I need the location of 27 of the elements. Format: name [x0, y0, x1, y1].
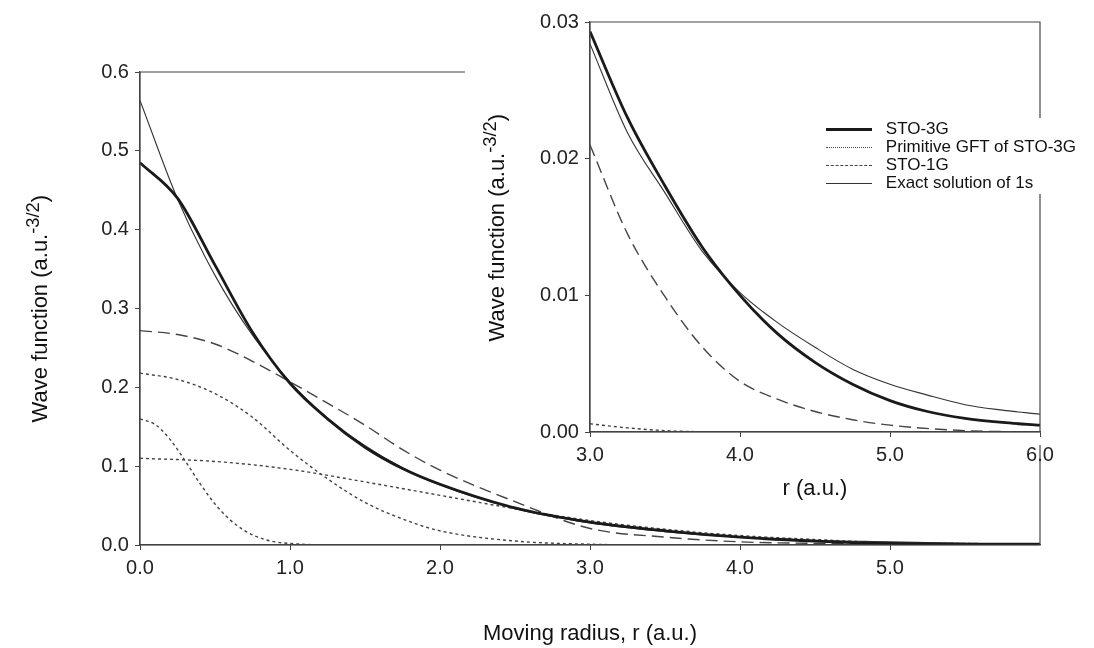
y-tick-label: 0.0 — [101, 532, 129, 555]
legend-label: Exact solution of 1s — [885, 173, 1034, 192]
y-tick-label: 0.01 — [540, 282, 579, 305]
x-tick-label: 5.0 — [876, 442, 904, 465]
x-tick-label: 4.0 — [726, 555, 754, 578]
y-tick-label: 0.2 — [101, 374, 129, 397]
x-tick-label: 2.0 — [426, 555, 454, 578]
y-tick-label: 0.3 — [101, 296, 129, 319]
y-tick-label: 0.5 — [101, 138, 129, 161]
x-axis-title: r (a.u.) — [781, 475, 849, 501]
legend-label: Primitive GFT of STO-3G — [885, 137, 1076, 156]
y-tick-label: 0.1 — [101, 453, 129, 476]
y-tick-label: 0.02 — [540, 146, 579, 169]
x-tick-label: 0.0 — [126, 555, 154, 578]
y-tick-label: 0.03 — [540, 9, 579, 32]
legend-label: STO-3G — [885, 119, 949, 138]
y-tick-label: 0.6 — [101, 59, 129, 82]
x-tick-label: 5.0 — [876, 555, 904, 578]
x-tick-label: 6.0 — [1026, 442, 1054, 465]
x-tick-label: 1.0 — [276, 555, 304, 578]
x-tick-label: 3.0 — [576, 442, 604, 465]
x-tick-label: 4.0 — [726, 442, 754, 465]
x-tick-label: 3.0 — [576, 555, 604, 578]
x-axis-title: Moving radius, r (a.u.) — [482, 620, 698, 646]
y-tick-label: 0.00 — [540, 419, 579, 442]
legend-label: STO-1G — [885, 155, 949, 174]
y-tick-label: 0.4 — [101, 217, 129, 240]
